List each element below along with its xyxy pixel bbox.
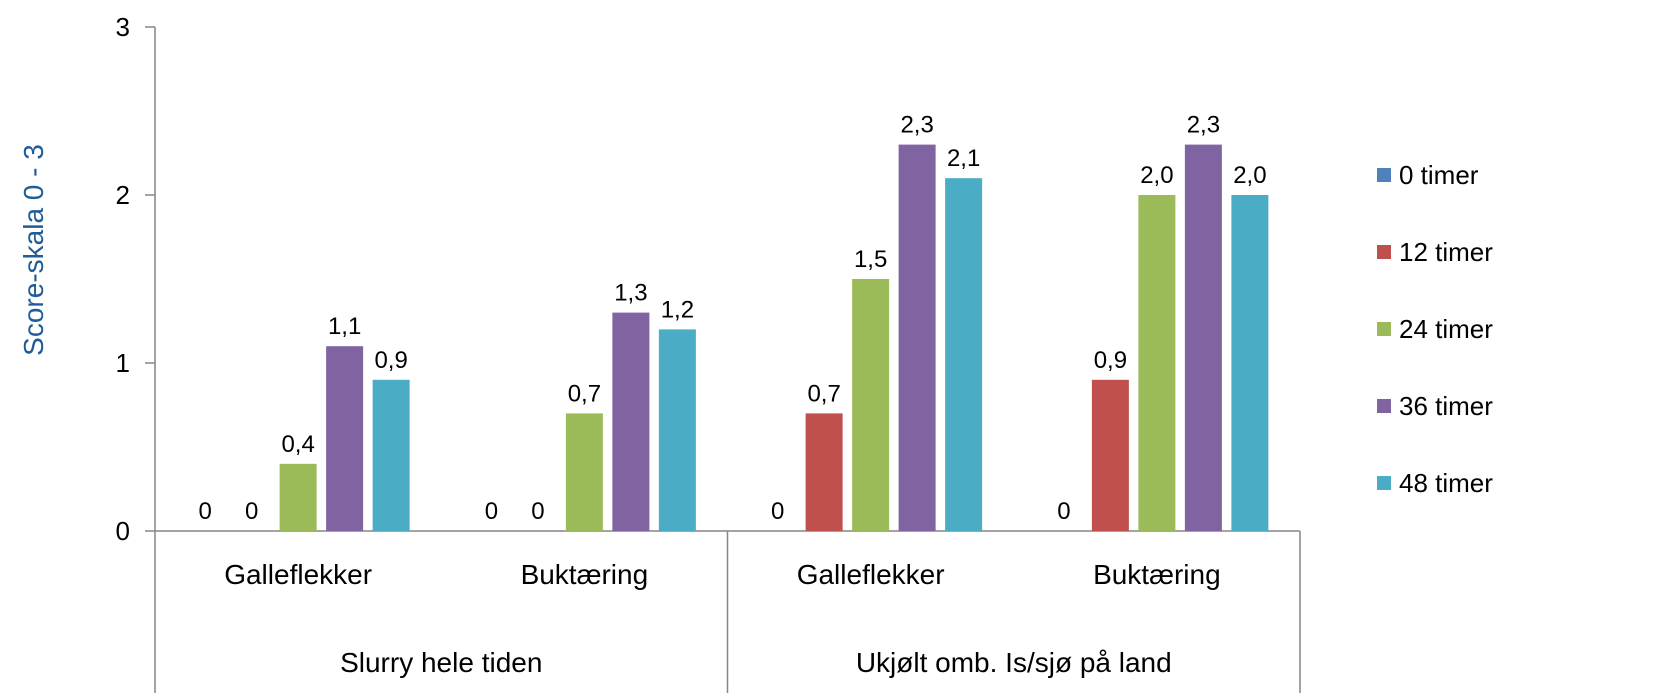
legend-label: 0 timer — [1399, 160, 1479, 190]
bar — [326, 346, 364, 531]
legend-label: 48 timer — [1399, 468, 1493, 498]
x-category-label: Buktæring — [521, 559, 649, 590]
data-label: 2,1 — [947, 145, 980, 172]
data-label: 0 — [485, 498, 498, 525]
x-group-label: Slurry hele tiden — [340, 647, 542, 678]
data-labels: 0 0 0,4 1,1 0,9 0 0 0,7 1,3 1,2 0 0,7 1,5 2,3 2,1 0 0,9 2… — [198, 112, 1266, 525]
bar — [852, 279, 890, 531]
data-label: 0 — [1057, 498, 1070, 525]
legend-swatch — [1377, 476, 1391, 490]
x-category-label: Buktæring — [1093, 559, 1221, 590]
data-label: 1,1 — [328, 313, 361, 340]
bar — [805, 413, 843, 531]
legend-label: 12 timer — [1399, 237, 1493, 267]
bar — [612, 312, 650, 531]
x-group-label: Ukjølt omb. Is/sjø på land — [856, 647, 1172, 678]
y-axis-title: Score-skala 0 - 3 — [18, 144, 49, 356]
bar — [1138, 195, 1176, 531]
data-label: 1,3 — [614, 280, 647, 307]
x-category-label: Galleflekker — [224, 559, 372, 590]
bar — [372, 379, 410, 531]
bars — [279, 144, 1269, 531]
legend: 0 timer 12 timer 24 timer 36 timer 48 timer — [1377, 160, 1493, 498]
bar — [279, 463, 317, 531]
bar — [565, 413, 603, 531]
data-label: 0 — [531, 498, 544, 525]
y-tick-label: 2 — [116, 180, 130, 210]
legend-label: 36 timer — [1399, 391, 1493, 421]
data-label: 0 — [771, 498, 784, 525]
data-label: 2,3 — [900, 112, 933, 139]
data-label: 1,2 — [661, 296, 694, 323]
legend-swatch — [1377, 399, 1391, 413]
bar — [1184, 144, 1222, 531]
data-label: 0 — [198, 498, 211, 525]
bar — [658, 329, 696, 531]
bar — [1231, 195, 1269, 531]
legend-label: 24 timer — [1399, 314, 1493, 344]
data-label: 0,7 — [807, 380, 840, 407]
data-label: 0,7 — [568, 380, 601, 407]
data-label: 0,9 — [374, 347, 407, 374]
bar — [898, 144, 936, 531]
data-label: 2,0 — [1233, 162, 1266, 189]
x-category-label: Galleflekker — [797, 559, 945, 590]
data-label: 1,5 — [854, 246, 887, 273]
bar — [1091, 379, 1129, 531]
legend-swatch — [1377, 245, 1391, 259]
data-label: 0,9 — [1094, 347, 1127, 374]
y-tick-label: 1 — [116, 348, 130, 378]
legend-swatch — [1377, 322, 1391, 336]
data-label: 2,0 — [1140, 162, 1173, 189]
axes: 0 1 2 3 Galleflekker Buktæring Galleflekker Buk… — [116, 12, 1301, 693]
y-tick-label: 0 — [116, 516, 130, 546]
data-label: 0,4 — [281, 431, 314, 458]
bar — [945, 178, 983, 531]
y-tick-label: 3 — [116, 12, 130, 42]
legend-swatch — [1377, 168, 1391, 182]
data-label: 2,3 — [1187, 112, 1220, 139]
data-label: 0 — [245, 498, 258, 525]
